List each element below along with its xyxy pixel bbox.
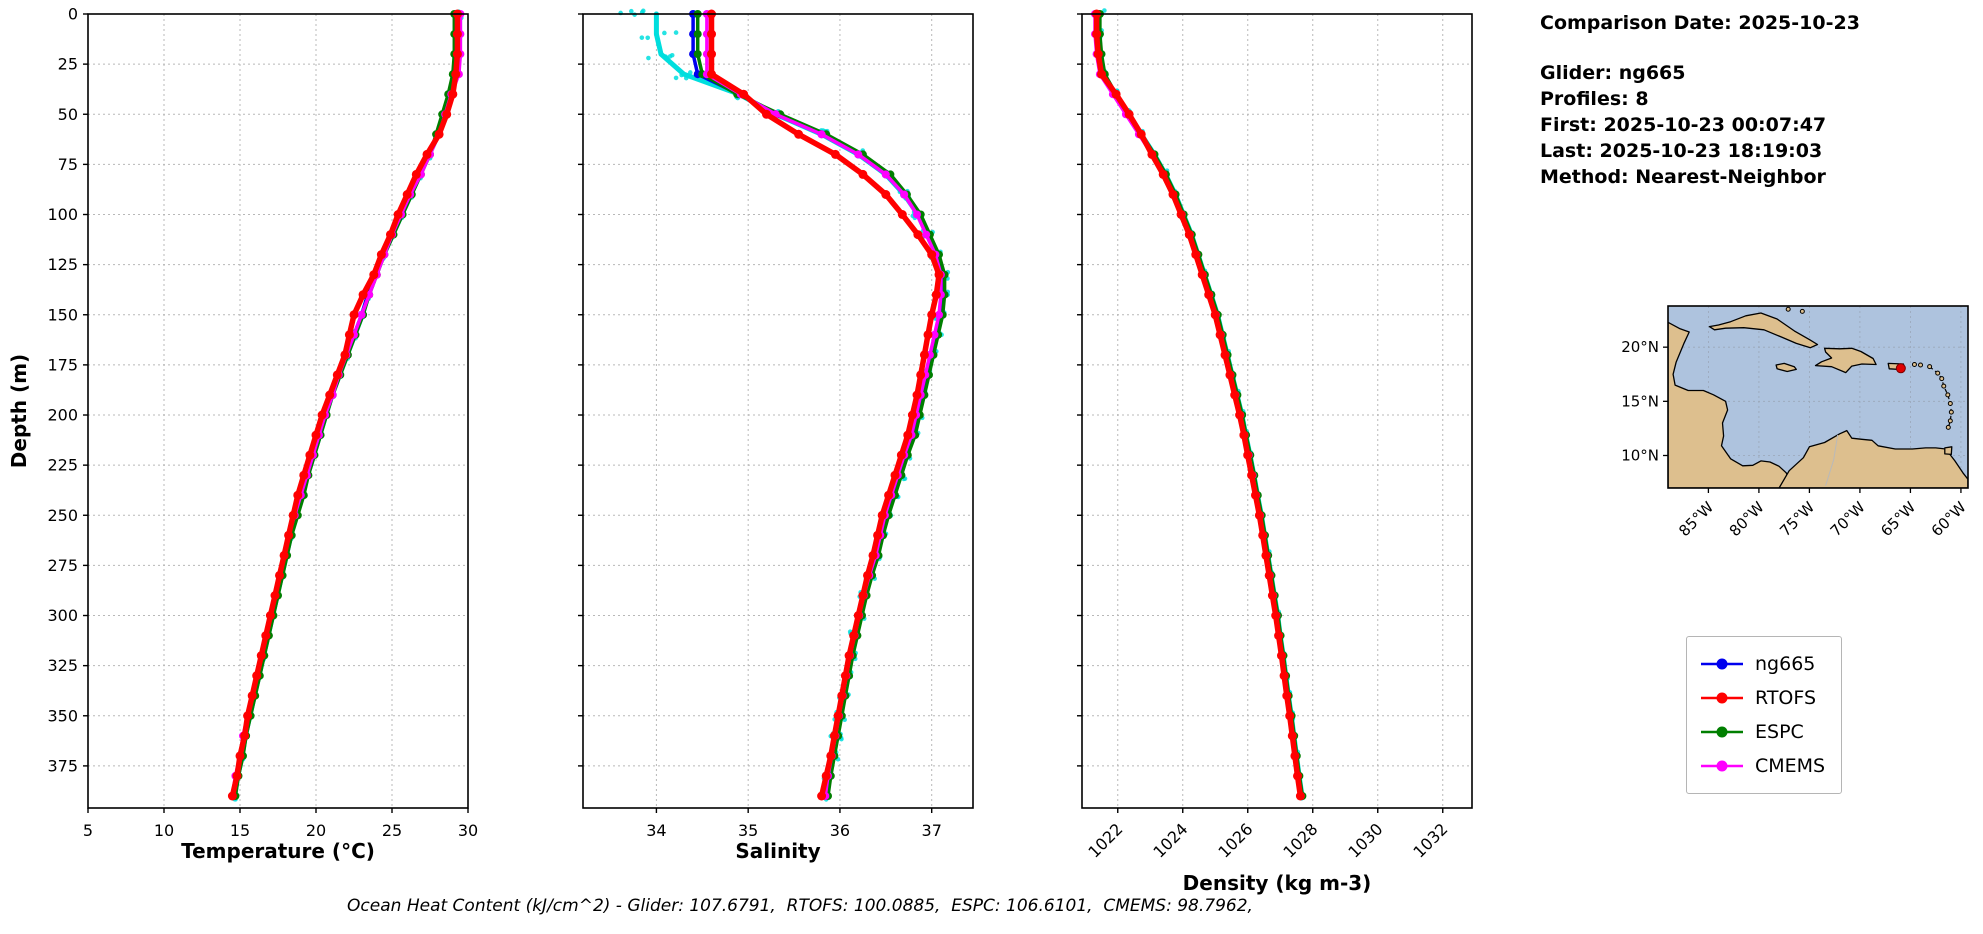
panel-density: 1022 1024 1026 1028 1030 1032 Density (kg m-3) <box>1077 8 1473 895</box>
svg-text:25: 25 <box>382 821 402 840</box>
comparison-date: Comparison Date: 2025-10-23 <box>1540 12 1860 34</box>
series-ESPC <box>231 10 459 800</box>
info-spacer <box>1540 36 1860 60</box>
svg-text:37: 37 <box>922 821 942 840</box>
map-lat-label: 15°N <box>1621 392 1659 410</box>
legend-line-marker-icon <box>1701 658 1743 670</box>
svg-text:36: 36 <box>830 821 850 840</box>
svg-text:325: 325 <box>47 656 78 675</box>
svg-text:50: 50 <box>58 105 78 124</box>
svg-text:1030: 1030 <box>1344 819 1386 861</box>
panel-temperature: 5 10 15 20 25 3002550751001251501752002252502… <box>47 5 478 864</box>
svg-text:100: 100 <box>47 205 78 224</box>
map-lon-label: 60°W <box>1928 498 1970 540</box>
panel-salinity: 34 35 36 37 Salinity <box>578 8 974 863</box>
map-lon-label: 80°W <box>1726 498 1768 540</box>
series-glider-profiles <box>231 9 464 802</box>
svg-text:200: 200 <box>47 406 78 425</box>
svg-text:35: 35 <box>738 821 758 840</box>
svg-text:1032: 1032 <box>1409 819 1451 861</box>
profiles-count: Profiles: 8 <box>1540 88 1649 110</box>
series-RTOFS <box>227 9 462 801</box>
svg-text:20: 20 <box>306 821 326 840</box>
legend-label: ng665 <box>1755 653 1816 675</box>
map-lon-label: 85°W <box>1675 498 1717 540</box>
info-panel: Comparison Date: 2025-10-23 Glider: ng66… <box>1540 10 1860 190</box>
legend-label: ESPC <box>1755 721 1804 743</box>
svg-text:125: 125 <box>47 255 78 274</box>
legend-label: CMEMS <box>1755 755 1826 777</box>
map-lon-label: 70°W <box>1827 498 1869 540</box>
series-ng665 <box>1094 10 1306 800</box>
xlabel-temperature: Temperature (°C) <box>181 839 375 863</box>
svg-text:300: 300 <box>47 606 78 625</box>
series-RTOFS <box>1092 9 1305 801</box>
svg-text:30: 30 <box>458 821 478 840</box>
svg-text:15: 15 <box>230 821 250 840</box>
series-RTOFS <box>707 9 944 801</box>
map-lon-label: 75°W <box>1776 498 1818 540</box>
legend-label: RTOFS <box>1755 687 1817 709</box>
legend-item-cmems: CMEMS <box>1699 749 1825 783</box>
svg-text:25: 25 <box>58 55 78 74</box>
svg-text:350: 350 <box>47 706 78 725</box>
legend-line-marker-icon <box>1701 692 1743 704</box>
last-profile-time: Last: 2025-10-23 18:19:03 <box>1540 140 1823 162</box>
svg-text:250: 250 <box>47 506 78 525</box>
svg-text:0: 0 <box>68 5 78 24</box>
svg-text:5: 5 <box>83 821 93 840</box>
legend-item-ng665: ng665 <box>1699 647 1825 681</box>
xlabel-density: Density (kg m-3) <box>1183 871 1372 895</box>
legend-item-rtofs: RTOFS <box>1699 681 1825 715</box>
series-ng665 <box>229 10 463 800</box>
ylabel-depth: Depth (m) <box>7 354 31 468</box>
svg-text:34: 34 <box>646 821 666 840</box>
legend-line-marker-icon <box>1701 726 1743 738</box>
legend: ng665 RTOFS ESPC CMEMS <box>1686 636 1843 794</box>
svg-text:375: 375 <box>47 756 78 775</box>
svg-text:150: 150 <box>47 305 78 324</box>
map-lon-label: 65°W <box>1877 498 1919 540</box>
series-CMEMS <box>1091 10 1305 800</box>
svg-text:1026: 1026 <box>1214 819 1256 861</box>
map-canvas <box>1668 306 1968 488</box>
svg-text:175: 175 <box>47 355 78 374</box>
svg-text:225: 225 <box>47 456 78 475</box>
svg-text:1028: 1028 <box>1279 819 1321 861</box>
svg-text:275: 275 <box>47 556 78 575</box>
xlabel-salinity: Salinity <box>735 839 820 863</box>
profile-plots: 5 10 15 20 25 3002550751001251501752002252502… <box>7 5 1473 895</box>
map-lat-label: 10°N <box>1621 447 1659 465</box>
legend-item-espc: ESPC <box>1699 715 1825 749</box>
glider-name: Glider: ng665 <box>1540 62 1686 84</box>
series-CMEMS <box>228 10 465 800</box>
series-glider-profiles <box>1091 8 1305 801</box>
glider-location-marker <box>1895 363 1906 374</box>
location-map: 20°N 15°N 10°N 85°W 80°W 75°W 70°W 65°W 60°W <box>1621 305 1970 540</box>
map-lat-label: 20°N <box>1621 338 1659 356</box>
svg-text:10: 10 <box>154 821 174 840</box>
series-ESPC <box>1095 10 1307 800</box>
legend-line-marker-icon <box>1701 760 1743 772</box>
svg-text:1024: 1024 <box>1149 819 1191 861</box>
method: Method: Nearest-Neighbor <box>1540 166 1826 188</box>
svg-text:1022: 1022 <box>1084 819 1126 861</box>
first-profile-time: First: 2025-10-23 00:07:47 <box>1540 114 1827 136</box>
ohc-footer: Ocean Heat Content (kJ/cm^2) - Glider: 1… <box>347 896 1253 916</box>
series-ng665 <box>689 10 947 800</box>
svg-text:75: 75 <box>58 155 78 174</box>
